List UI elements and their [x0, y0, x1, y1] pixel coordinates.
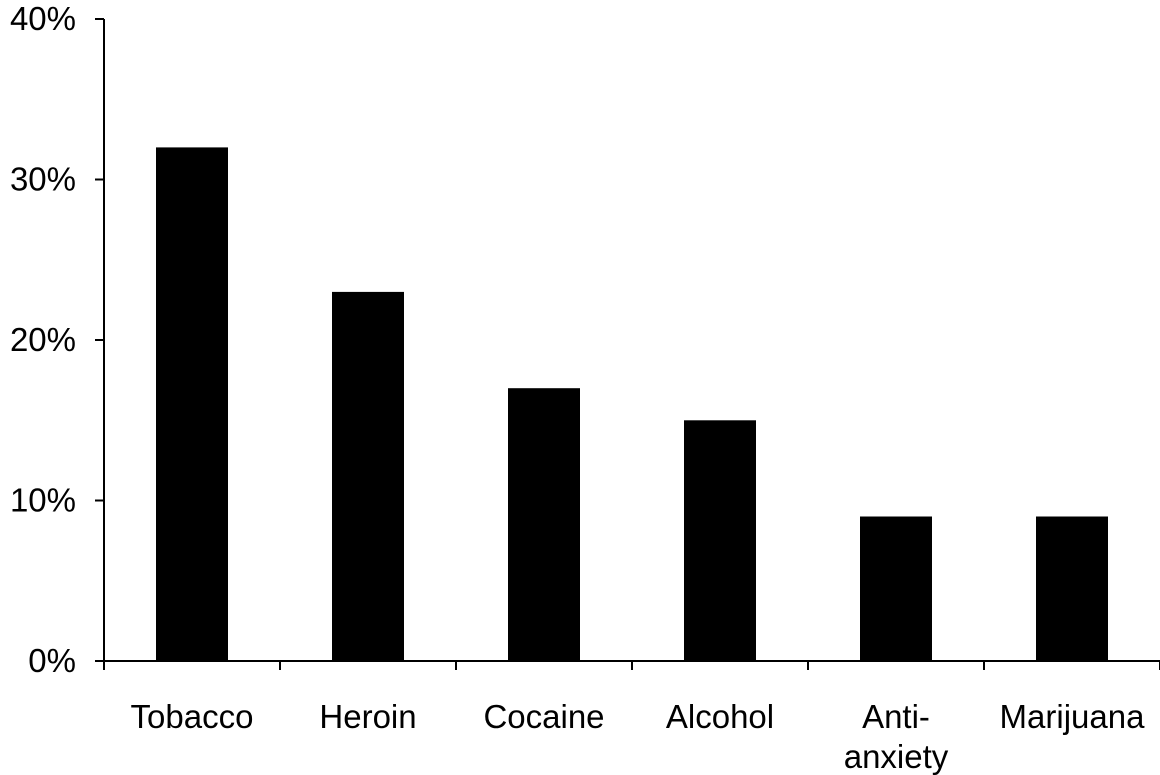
- y-tick-label: 40%: [10, 0, 76, 37]
- bar-heroin: [332, 291, 404, 661]
- bar-cocaine: [508, 388, 580, 661]
- x-tick-label: Tobacco: [131, 698, 254, 735]
- y-tick-label: 10%: [10, 482, 76, 519]
- y-axis-ticks: 0% 10% 20% 30% 40%: [10, 0, 104, 679]
- x-axis-ticks: Tobacco Heroin Cocaine Alcohol Anti-anxiety M…: [103, 661, 1160, 775]
- bar-tobacco: [156, 147, 228, 661]
- x-tick-label: Alcohol: [666, 698, 774, 735]
- bar-anti-anxiety: [860, 516, 932, 661]
- y-tick-label: 0%: [28, 642, 76, 679]
- y-tick-label: 30%: [10, 161, 76, 198]
- x-tick-label: Cocaine: [483, 698, 604, 735]
- bar-marijuana: [1036, 516, 1108, 661]
- axes-group: [96, 19, 1160, 662]
- x-tick-label: Heroin: [319, 698, 416, 735]
- bars-group: [156, 147, 1108, 662]
- x-tick-label: Marijuana: [1000, 698, 1146, 735]
- bar-alcohol: [684, 420, 756, 662]
- y-tick-label: 20%: [10, 321, 76, 358]
- x-tick-label: Anti-anxiety: [844, 698, 949, 775]
